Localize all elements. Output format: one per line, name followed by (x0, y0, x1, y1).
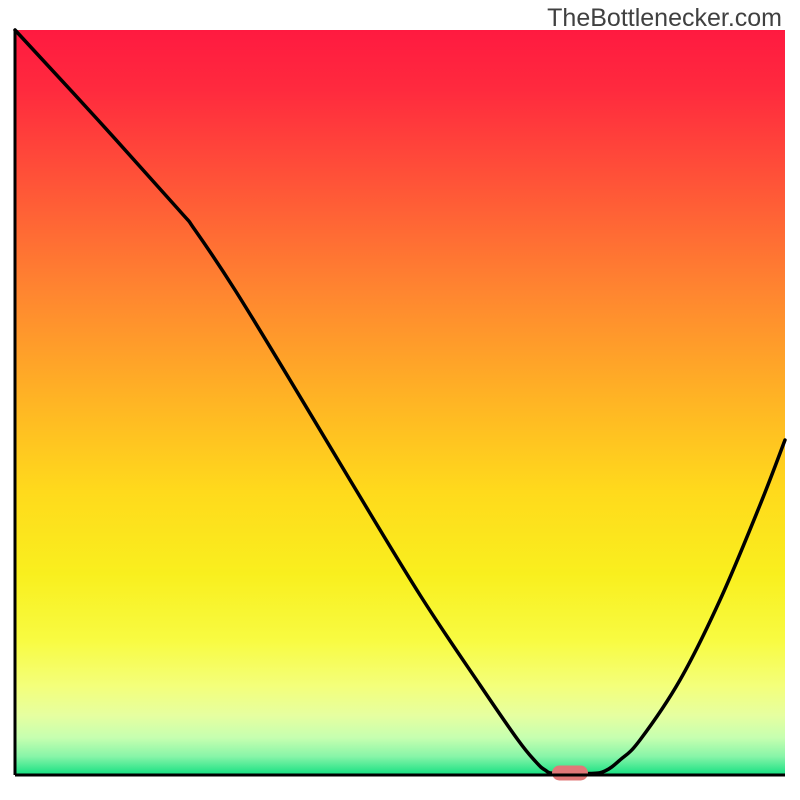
chart-svg (0, 0, 800, 800)
watermark-label: TheBottlenecker.com (547, 4, 782, 33)
plot-background (15, 30, 785, 775)
bottleneck-chart (0, 0, 800, 800)
optimal-marker (552, 766, 588, 781)
